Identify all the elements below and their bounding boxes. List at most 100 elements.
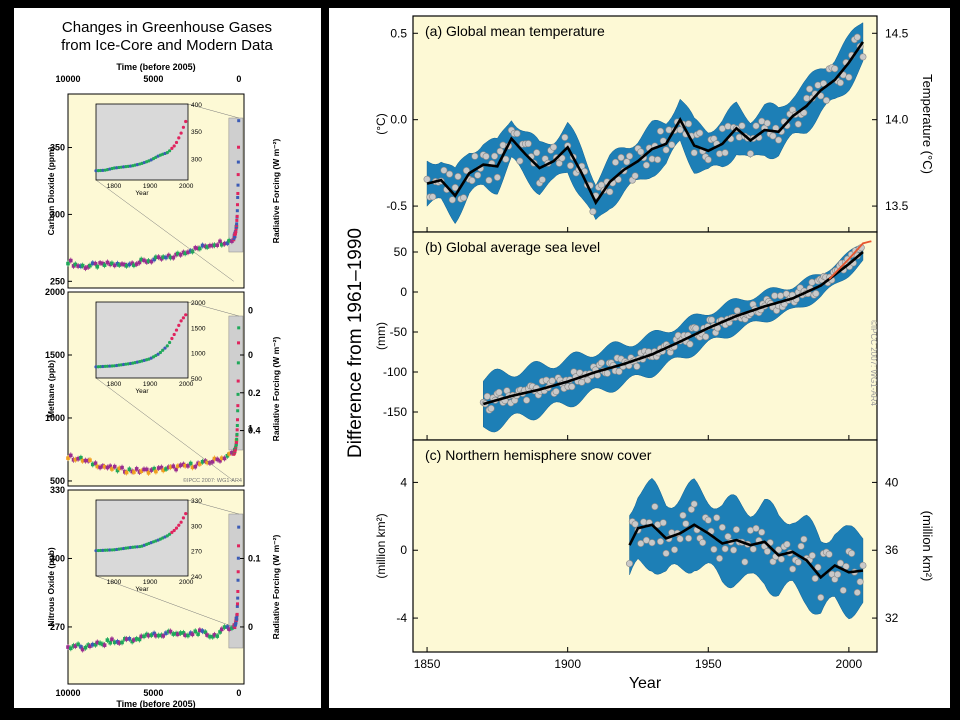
inset-data-point bbox=[96, 169, 100, 173]
observation-point bbox=[659, 519, 667, 527]
inset-data-point bbox=[174, 526, 179, 530]
observation-point bbox=[836, 559, 844, 567]
data-point bbox=[139, 634, 144, 639]
data-point bbox=[137, 637, 142, 642]
data-point bbox=[146, 633, 151, 638]
observation-point bbox=[853, 33, 861, 41]
inset-data-point bbox=[131, 545, 135, 549]
data-point bbox=[83, 458, 88, 463]
data-point bbox=[112, 640, 117, 645]
data-point bbox=[237, 525, 241, 529]
data-point bbox=[154, 469, 158, 474]
observation-point bbox=[676, 535, 684, 543]
observation-point bbox=[724, 533, 732, 541]
inset-data-point bbox=[177, 523, 181, 527]
observation-point bbox=[752, 122, 760, 130]
observation-point bbox=[839, 586, 847, 594]
data-point bbox=[230, 450, 234, 455]
data-point bbox=[161, 255, 166, 259]
rf-tick-label: 0.2 bbox=[248, 388, 261, 398]
data-point bbox=[132, 263, 136, 268]
observation-point bbox=[708, 316, 716, 324]
data-point bbox=[73, 457, 78, 462]
y-tick-label: 1000 bbox=[45, 413, 65, 423]
inset-data-point bbox=[163, 346, 167, 350]
data-point bbox=[164, 255, 168, 260]
data-point bbox=[227, 627, 231, 631]
inset-data-point bbox=[177, 323, 181, 327]
data-point bbox=[115, 468, 120, 473]
data-point bbox=[237, 341, 241, 345]
right-tick-label: 14.5 bbox=[885, 26, 909, 40]
data-point bbox=[68, 453, 73, 458]
copyright-note: ©IPCC 2007: WG1-AR4 bbox=[183, 477, 242, 484]
data-point bbox=[66, 645, 70, 649]
data-point bbox=[127, 636, 132, 641]
observation-point bbox=[814, 563, 822, 571]
data-point bbox=[237, 544, 241, 548]
inset-data-point bbox=[101, 168, 105, 172]
inset-data-point bbox=[94, 549, 98, 553]
inset-data-point bbox=[105, 548, 110, 552]
inset-y-tick: 2000 bbox=[191, 300, 206, 307]
data-point bbox=[235, 604, 239, 608]
right-tick-label: 36 bbox=[885, 543, 899, 557]
observation-point bbox=[746, 150, 754, 158]
data-point bbox=[117, 466, 122, 471]
data-point bbox=[137, 260, 142, 265]
y-axis-label: Carbon Dioxide (ppm) bbox=[46, 146, 56, 235]
observation-point bbox=[462, 167, 470, 175]
data-point bbox=[73, 644, 78, 648]
data-point bbox=[152, 257, 156, 262]
data-point bbox=[117, 263, 122, 267]
observation-point bbox=[856, 578, 864, 586]
y-tick-label: 330 bbox=[50, 485, 65, 495]
inset-data-point bbox=[174, 140, 179, 145]
data-point bbox=[236, 203, 240, 207]
observation-point bbox=[817, 594, 825, 602]
observation-point bbox=[611, 158, 619, 166]
data-point bbox=[102, 263, 107, 267]
inset-background bbox=[95, 103, 189, 181]
observation-point bbox=[685, 534, 693, 542]
observation-point bbox=[716, 554, 724, 562]
y-tick-label: 270 bbox=[50, 622, 65, 632]
data-point bbox=[193, 629, 198, 634]
inset-x-tick: 2000 bbox=[179, 579, 194, 586]
data-point bbox=[219, 242, 224, 247]
data-point bbox=[95, 464, 100, 469]
y-tick-label: 0 bbox=[400, 543, 407, 557]
observation-point bbox=[775, 546, 783, 554]
inset-data-point bbox=[179, 131, 183, 135]
data-point bbox=[68, 258, 73, 263]
data-point bbox=[236, 409, 240, 413]
data-point bbox=[124, 264, 129, 268]
inset-data-point bbox=[99, 364, 103, 369]
data-point bbox=[205, 460, 209, 465]
data-point bbox=[124, 470, 129, 475]
y-tick-label: 2000 bbox=[45, 287, 65, 297]
data-point bbox=[149, 259, 154, 264]
data-point bbox=[236, 183, 240, 187]
observation-point bbox=[692, 324, 700, 332]
data-point bbox=[200, 629, 205, 633]
data-point bbox=[146, 259, 151, 263]
observation-point bbox=[834, 570, 842, 578]
data-point bbox=[186, 250, 190, 255]
data-point bbox=[233, 447, 237, 451]
observation-point bbox=[651, 503, 659, 511]
inset-y-tick: 300 bbox=[191, 156, 202, 163]
observation-point bbox=[685, 120, 693, 128]
data-point bbox=[95, 264, 100, 269]
data-point bbox=[80, 263, 85, 268]
data-point bbox=[79, 645, 83, 649]
inset-data-point bbox=[170, 336, 174, 341]
inset-data-point bbox=[108, 548, 112, 552]
data-point bbox=[154, 255, 158, 260]
data-point bbox=[236, 418, 240, 422]
data-point bbox=[132, 470, 136, 474]
inset-data-point bbox=[179, 520, 183, 524]
data-point bbox=[236, 589, 240, 593]
data-point bbox=[178, 463, 183, 468]
